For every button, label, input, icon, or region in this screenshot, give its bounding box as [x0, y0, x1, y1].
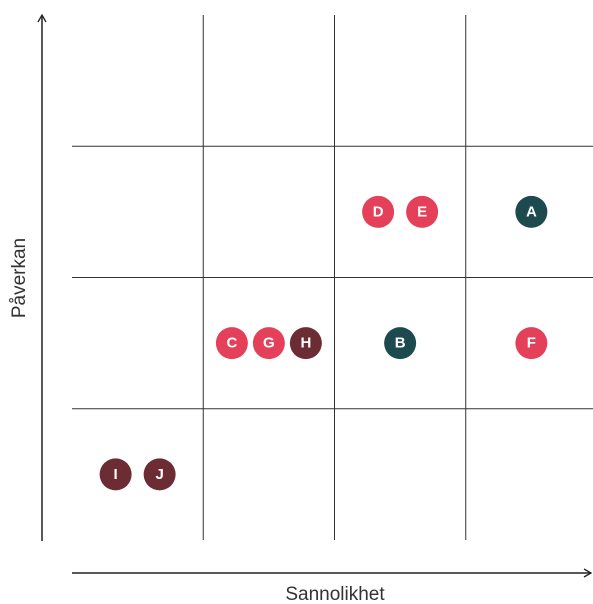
marker-circle — [289, 327, 322, 360]
marker-label: F — [527, 335, 536, 352]
marker-circle — [515, 327, 548, 360]
risk-marker: E — [406, 195, 439, 228]
marker-label: D — [373, 203, 384, 220]
marker-circle — [515, 195, 548, 228]
marker-circle — [99, 458, 132, 491]
risk-marker: D — [362, 195, 395, 228]
risk-marker: F — [515, 327, 548, 360]
risk-marker: J — [143, 458, 176, 491]
grid: D E A C G H B F I J — [72, 15, 593, 540]
risk-marker: C — [215, 327, 248, 360]
marker-circle — [252, 327, 285, 360]
risk-marker: H — [289, 327, 322, 360]
y-axis-label: Påverkan — [9, 238, 30, 318]
risk-marker: B — [384, 327, 417, 360]
marker-label: B — [395, 335, 406, 352]
marker-circle — [362, 195, 395, 228]
marker-circle — [406, 195, 439, 228]
marker-label: E — [417, 203, 427, 220]
marker-label: I — [114, 466, 118, 483]
marker-label: A — [526, 203, 537, 220]
x-axis-label: Sannolikhet — [285, 584, 385, 604]
marker-label: J — [155, 466, 163, 483]
marker-circle — [384, 327, 417, 360]
risk-marker: I — [99, 458, 132, 491]
marker-circle — [215, 327, 248, 360]
marker-label: G — [263, 335, 275, 352]
marker-circle — [143, 458, 176, 491]
risk-marker: G — [252, 327, 285, 360]
marker-label: C — [226, 335, 237, 352]
risk-marker: A — [515, 195, 548, 228]
marker-label: H — [300, 335, 311, 352]
